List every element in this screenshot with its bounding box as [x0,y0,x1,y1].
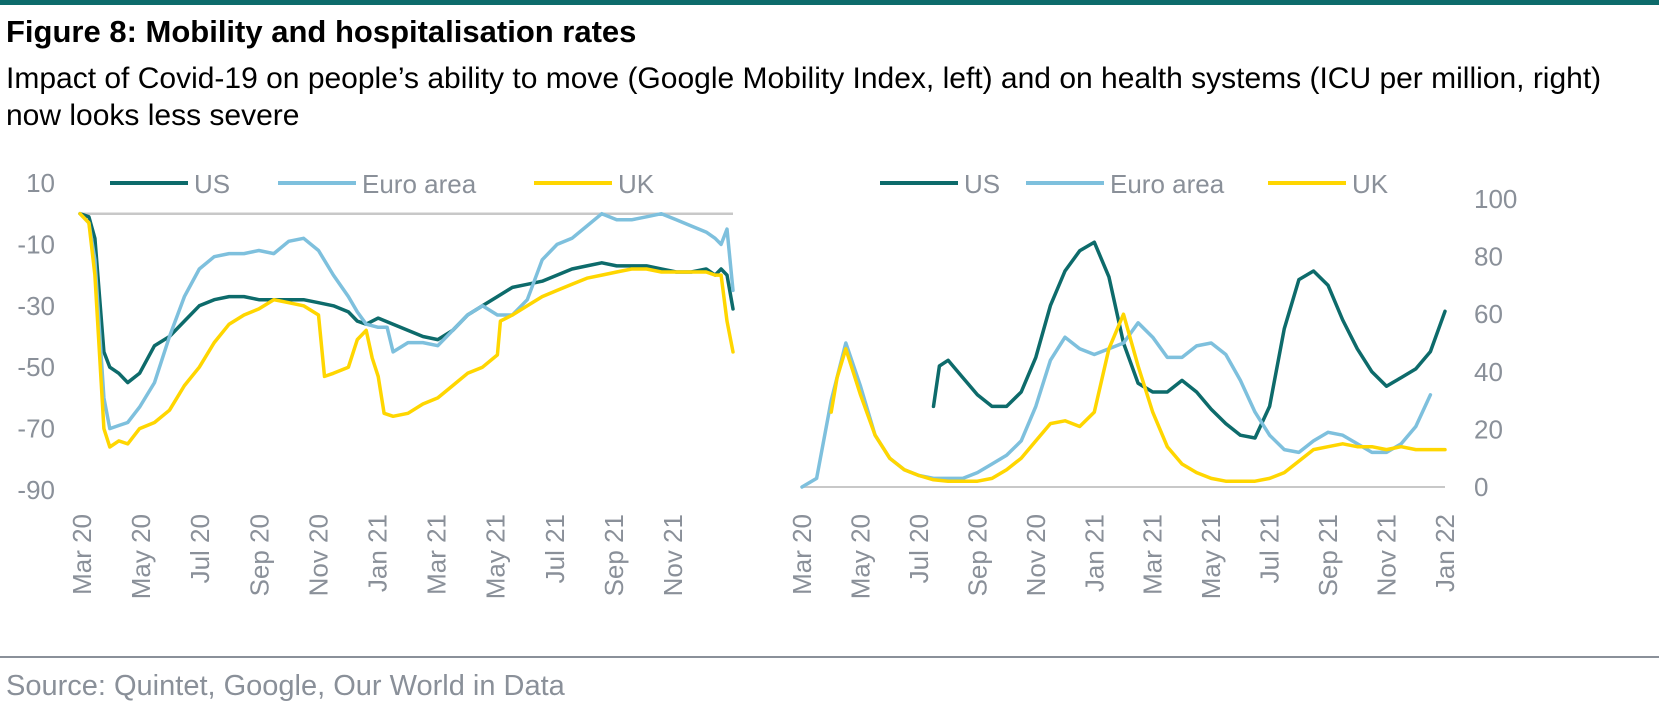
icu-legend-label-euro-area: Euro area [1110,169,1225,199]
icu-y-tick-100: 100 [1474,184,1517,214]
icu-x-tick-jan-21: Jan 21 [1079,514,1109,592]
figure-title: Figure 8: Mobility and hospitalisation r… [6,14,637,49]
icu-x-tick-jan-22: Jan 22 [1430,514,1460,592]
mobility-x-tick-jul-21: Jul 21 [540,514,570,583]
icu-x-tick-may-20: May 20 [845,514,875,599]
top-accent-bar [0,0,1659,5]
mobility-legend-label-euro-area: Euro area [362,169,477,199]
icu-legend-label-us: US [964,169,1000,199]
icu-x-tick-mar-20: Mar 20 [787,514,817,595]
icu-series-uk [829,312,1447,483]
mobility-series-uk [78,211,735,449]
icu-x-tick-mar-21: Mar 21 [1138,514,1168,595]
icu-x-tick-sep-20: Sep 20 [962,514,992,596]
icu-x-tick-may-21: May 21 [1196,514,1226,599]
figure-subtitle: Impact of Covid-19 on people’s ability t… [6,62,1602,132]
mobility-x-tick-nov-21: Nov 21 [658,514,688,596]
mobility-y-tick-50: -50 [17,352,55,382]
mobility-x-tick-jul-20: Jul 20 [185,514,215,583]
mobility-y-tick-30: -30 [17,291,55,321]
figure-source: Source: Quintet, Google, Our World in Da… [6,670,565,702]
mobility-x-tick-mar-21: Mar 21 [422,514,452,595]
mobility-y-tick-10: -10 [17,229,55,259]
icu-series-us [931,240,1447,440]
mobility-series-us [78,211,735,385]
mobility-y-tick-90: -90 [17,475,55,505]
icu-x-tick-sep-21: Sep 21 [1313,514,1343,596]
bottom-rule [0,656,1659,658]
mobility-chart: 10 -10 -30 -50 -70 -90 Mar 20 May 20 Jul 20 Sep 2… [17,168,735,599]
mobility-x-tick-sep-20: Sep 20 [244,514,274,596]
mobility-x-tick-nov-20: Nov 20 [303,514,333,596]
mobility-y-tick-70: -70 [17,414,55,444]
icu-legend-label-uk: UK [1352,169,1389,199]
icu-x-tick-nov-20: Nov 20 [1021,514,1051,596]
icu-x-tick-nov-21: Nov 21 [1372,514,1402,596]
mobility-x-tick-may-20: May 20 [126,514,156,599]
mobility-x-tick-may-21: May 21 [481,514,511,599]
mobility-series-euro-area [78,211,735,431]
icu-x-tick-jul-20: Jul 20 [904,514,934,583]
mobility-legend-label-us: US [194,169,230,199]
icu-y-tick-80: 80 [1474,242,1503,272]
mobility-x-tick-mar-20: Mar 20 [67,514,97,595]
mobility-x-tick-jan-21: Jan 21 [363,514,393,592]
icu-y-tick-60: 60 [1474,299,1503,329]
mobility-legend-label-uk: UK [618,169,655,199]
icu-y-tick-40: 40 [1474,357,1503,387]
icu-y-tick-20: 20 [1474,414,1503,444]
mobility-y-tick-10: 10 [26,168,55,198]
mobility-x-tick-sep-21: Sep 21 [599,514,629,596]
icu-chart: 100 80 60 40 20 0 Mar 20 May 20 Jul 20 Sep 20 Nov … [787,169,1517,599]
icu-x-tick-jul-21: Jul 21 [1255,514,1285,583]
icu-y-tick-0: 0 [1474,472,1488,502]
